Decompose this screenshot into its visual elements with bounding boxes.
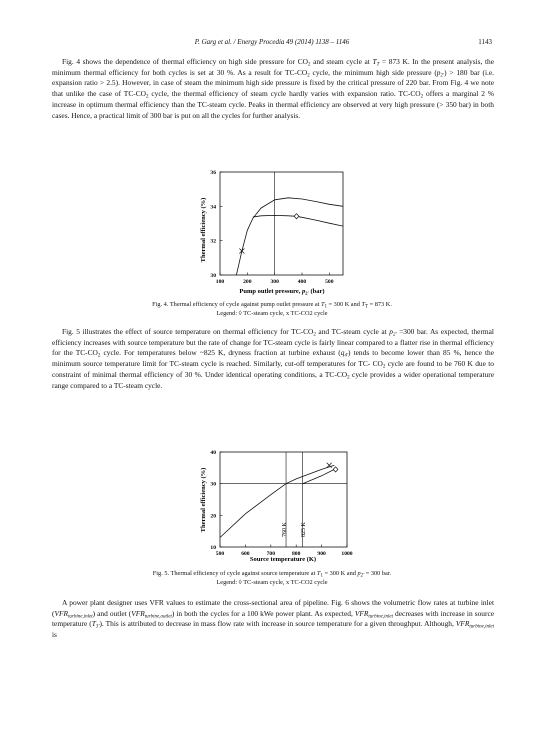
figure-5: 500 600 700 800 900 1000 10 20 30 40 Thermal effi… [0, 440, 544, 590]
x-tick-label: 400 [298, 279, 307, 285]
figure-5-chart: 500 600 700 800 900 1000 10 20 30 40 Thermal effi… [200, 450, 353, 563]
x-tick-label: 1000 [341, 551, 352, 557]
running-header: P. Garg et al. / Energy Procedia 49 (201… [0, 38, 544, 50]
y-axis-label: Thermal efficiency (%) [200, 198, 207, 263]
figure-4-chart: 100 200 300 400 500 30 32 34 36 Thermal efficien… [200, 170, 344, 296]
x-tick-label: 200 [243, 279, 252, 285]
paragraph-fig4-discussion: Fig. 4 shows the dependence of thermal e… [52, 57, 495, 120]
series-line-tc-co2 [236, 197, 344, 276]
running-title: P. Garg et al. / Energy Procedia 49 (201… [194, 38, 350, 46]
y-tick-label: 30 [210, 273, 216, 279]
series-line-tc-co2 [219, 464, 335, 538]
marker-x [239, 248, 245, 254]
x-tick-label: 300 [270, 279, 279, 285]
x-tick-label: 500 [216, 551, 225, 557]
x-tick-label: 700 [267, 551, 276, 557]
x-tick-label: 600 [241, 551, 250, 557]
paragraph-fig5-discussion: Fig. 5 illustrates the effect of source … [52, 327, 494, 390]
y-tick-label: 34 [210, 204, 216, 210]
x-tick-label: 100 [216, 279, 225, 285]
plot-frame [219, 451, 348, 548]
x-tick-label: 500 [325, 279, 334, 285]
figure-4-caption: Fig. 4. Thermal efficiency of cycle agai… [152, 301, 392, 317]
y-axis-label: Thermal efficiency (%) [200, 468, 207, 533]
marker-diamond [332, 466, 339, 473]
x-tick-label: 900 [317, 551, 326, 557]
y-tick-label: 36 [210, 170, 216, 176]
y-tick-label: 32 [210, 239, 216, 245]
y-tick-label: 30 [210, 482, 216, 488]
plot-frame [219, 171, 344, 276]
marker-diamond [293, 213, 300, 220]
x-axis-label: Source temperature (K) [250, 556, 316, 563]
marker-x-stroke [326, 462, 332, 469]
annotation-825k: 825 K [301, 522, 307, 538]
figure-4: 100 200 300 400 500 30 32 34 36 Thermal efficien… [0, 160, 544, 320]
marker-x [326, 462, 332, 469]
y-tick-label: 20 [210, 513, 216, 519]
annotation-760k: 760 K [282, 522, 288, 538]
paragraph-vfr-discussion: A power plant designer uses VFR values t… [52, 598, 495, 640]
marker-x-stroke [239, 248, 245, 254]
series-line-tc-steam [302, 469, 335, 485]
y-tick-label: 40 [210, 450, 216, 456]
x-axis-label: Pump outlet pressure, p2' (bar) [239, 288, 324, 296]
page-number: 1143 [478, 38, 492, 46]
x-tick-label: 800 [292, 551, 301, 557]
y-tick-label: 10 [210, 545, 216, 551]
figure-5-caption: Fig. 5. Thermal efficiency of cycle agai… [152, 570, 392, 586]
